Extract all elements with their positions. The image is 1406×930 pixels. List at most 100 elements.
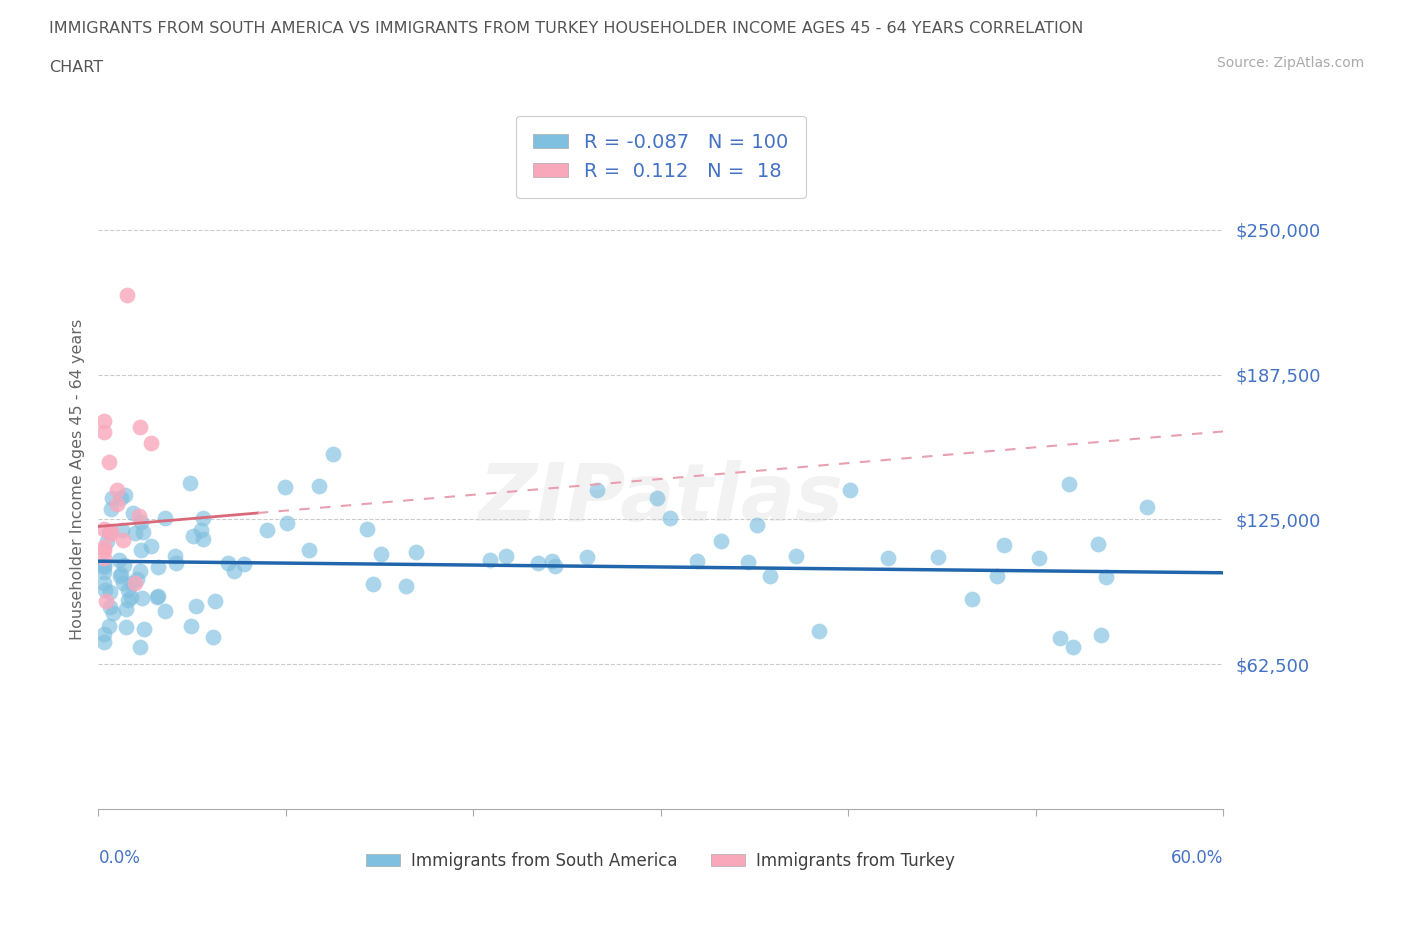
Point [1028, 551, 1050, 565]
Text: Source: ZipAtlas.com: Source: ZipAtlas.com [1216, 56, 1364, 70]
Point [139, 435, 162, 450]
Point [179, 476, 201, 491]
Point [986, 569, 1008, 584]
Point [1087, 537, 1109, 551]
Point [191, 531, 214, 546]
Point [495, 549, 517, 564]
Point [1090, 628, 1112, 643]
Point [193, 511, 215, 525]
Text: IMMIGRANTS FROM SOUTH AMERICA VS IMMIGRANTS FROM TURKEY HOUSEHOLDER INCOME AGES : IMMIGRANTS FROM SOUTH AMERICA VS IMMIGRA… [49, 21, 1084, 36]
Text: 0.0%: 0.0% [98, 849, 141, 867]
Point [1095, 569, 1118, 584]
Point [1062, 640, 1084, 655]
Point [121, 506, 143, 521]
Point [204, 594, 226, 609]
Point [141, 538, 163, 553]
Point [124, 525, 146, 540]
Point [993, 538, 1015, 552]
Point [186, 598, 208, 613]
Point [586, 483, 609, 498]
Point [115, 619, 138, 634]
Point [100, 501, 122, 516]
Point [93, 634, 115, 649]
Point [395, 579, 418, 594]
Point [98, 527, 121, 542]
Point [93, 576, 115, 591]
Point [153, 511, 176, 525]
Point [117, 592, 139, 607]
Text: 60.0%: 60.0% [1171, 849, 1223, 867]
Point [132, 621, 155, 636]
Point [146, 560, 169, 575]
Point [190, 523, 212, 538]
Point [120, 590, 142, 604]
Point [97, 525, 120, 539]
Point [839, 482, 862, 497]
Point [710, 534, 733, 549]
Point [180, 618, 202, 633]
Point [541, 553, 564, 568]
Point [298, 543, 321, 558]
Point [128, 564, 150, 578]
Point [97, 455, 120, 470]
Point [686, 553, 709, 568]
Point [93, 565, 115, 579]
Text: CHART: CHART [49, 60, 103, 75]
Point [807, 624, 830, 639]
Point [93, 627, 115, 642]
Point [256, 523, 278, 538]
Point [93, 559, 115, 574]
Point [544, 559, 567, 574]
Point [98, 600, 121, 615]
Point [1059, 476, 1081, 491]
Point [129, 514, 152, 529]
Point [165, 549, 187, 564]
Point [96, 534, 118, 549]
Point [876, 551, 898, 565]
Point [405, 544, 427, 559]
Point [1136, 499, 1159, 514]
Point [274, 480, 297, 495]
Point [370, 547, 392, 562]
Legend: Immigrants from South America, Immigrants from Turkey: Immigrants from South America, Immigrant… [360, 845, 962, 877]
Point [93, 425, 115, 440]
Point [202, 630, 225, 644]
Point [146, 590, 169, 604]
Point [111, 523, 134, 538]
Point [94, 583, 117, 598]
Point [1049, 631, 1071, 645]
Point [181, 529, 204, 544]
Point [785, 549, 807, 564]
Point [131, 591, 153, 606]
Point [129, 542, 152, 557]
Point [98, 585, 121, 600]
Point [110, 490, 132, 505]
Point [659, 511, 682, 525]
Point [93, 539, 115, 554]
Point [960, 591, 983, 606]
Point [110, 566, 132, 581]
Point [356, 522, 378, 537]
Point [112, 576, 135, 591]
Point [361, 576, 384, 591]
Point [759, 569, 782, 584]
Point [146, 589, 169, 604]
Point [93, 557, 115, 572]
Point [153, 604, 176, 618]
Point [165, 556, 187, 571]
Point [125, 571, 148, 586]
Point [927, 550, 949, 565]
Point [131, 525, 153, 539]
Point [128, 419, 150, 434]
Point [98, 619, 121, 634]
Point [224, 564, 246, 578]
Point [101, 605, 124, 620]
Point [526, 555, 548, 570]
Text: ZIPatlas: ZIPatlas [478, 459, 844, 538]
Point [110, 568, 132, 583]
Point [276, 516, 298, 531]
Point [479, 552, 502, 567]
Point [101, 491, 124, 506]
Point [308, 479, 330, 494]
Point [94, 593, 117, 608]
